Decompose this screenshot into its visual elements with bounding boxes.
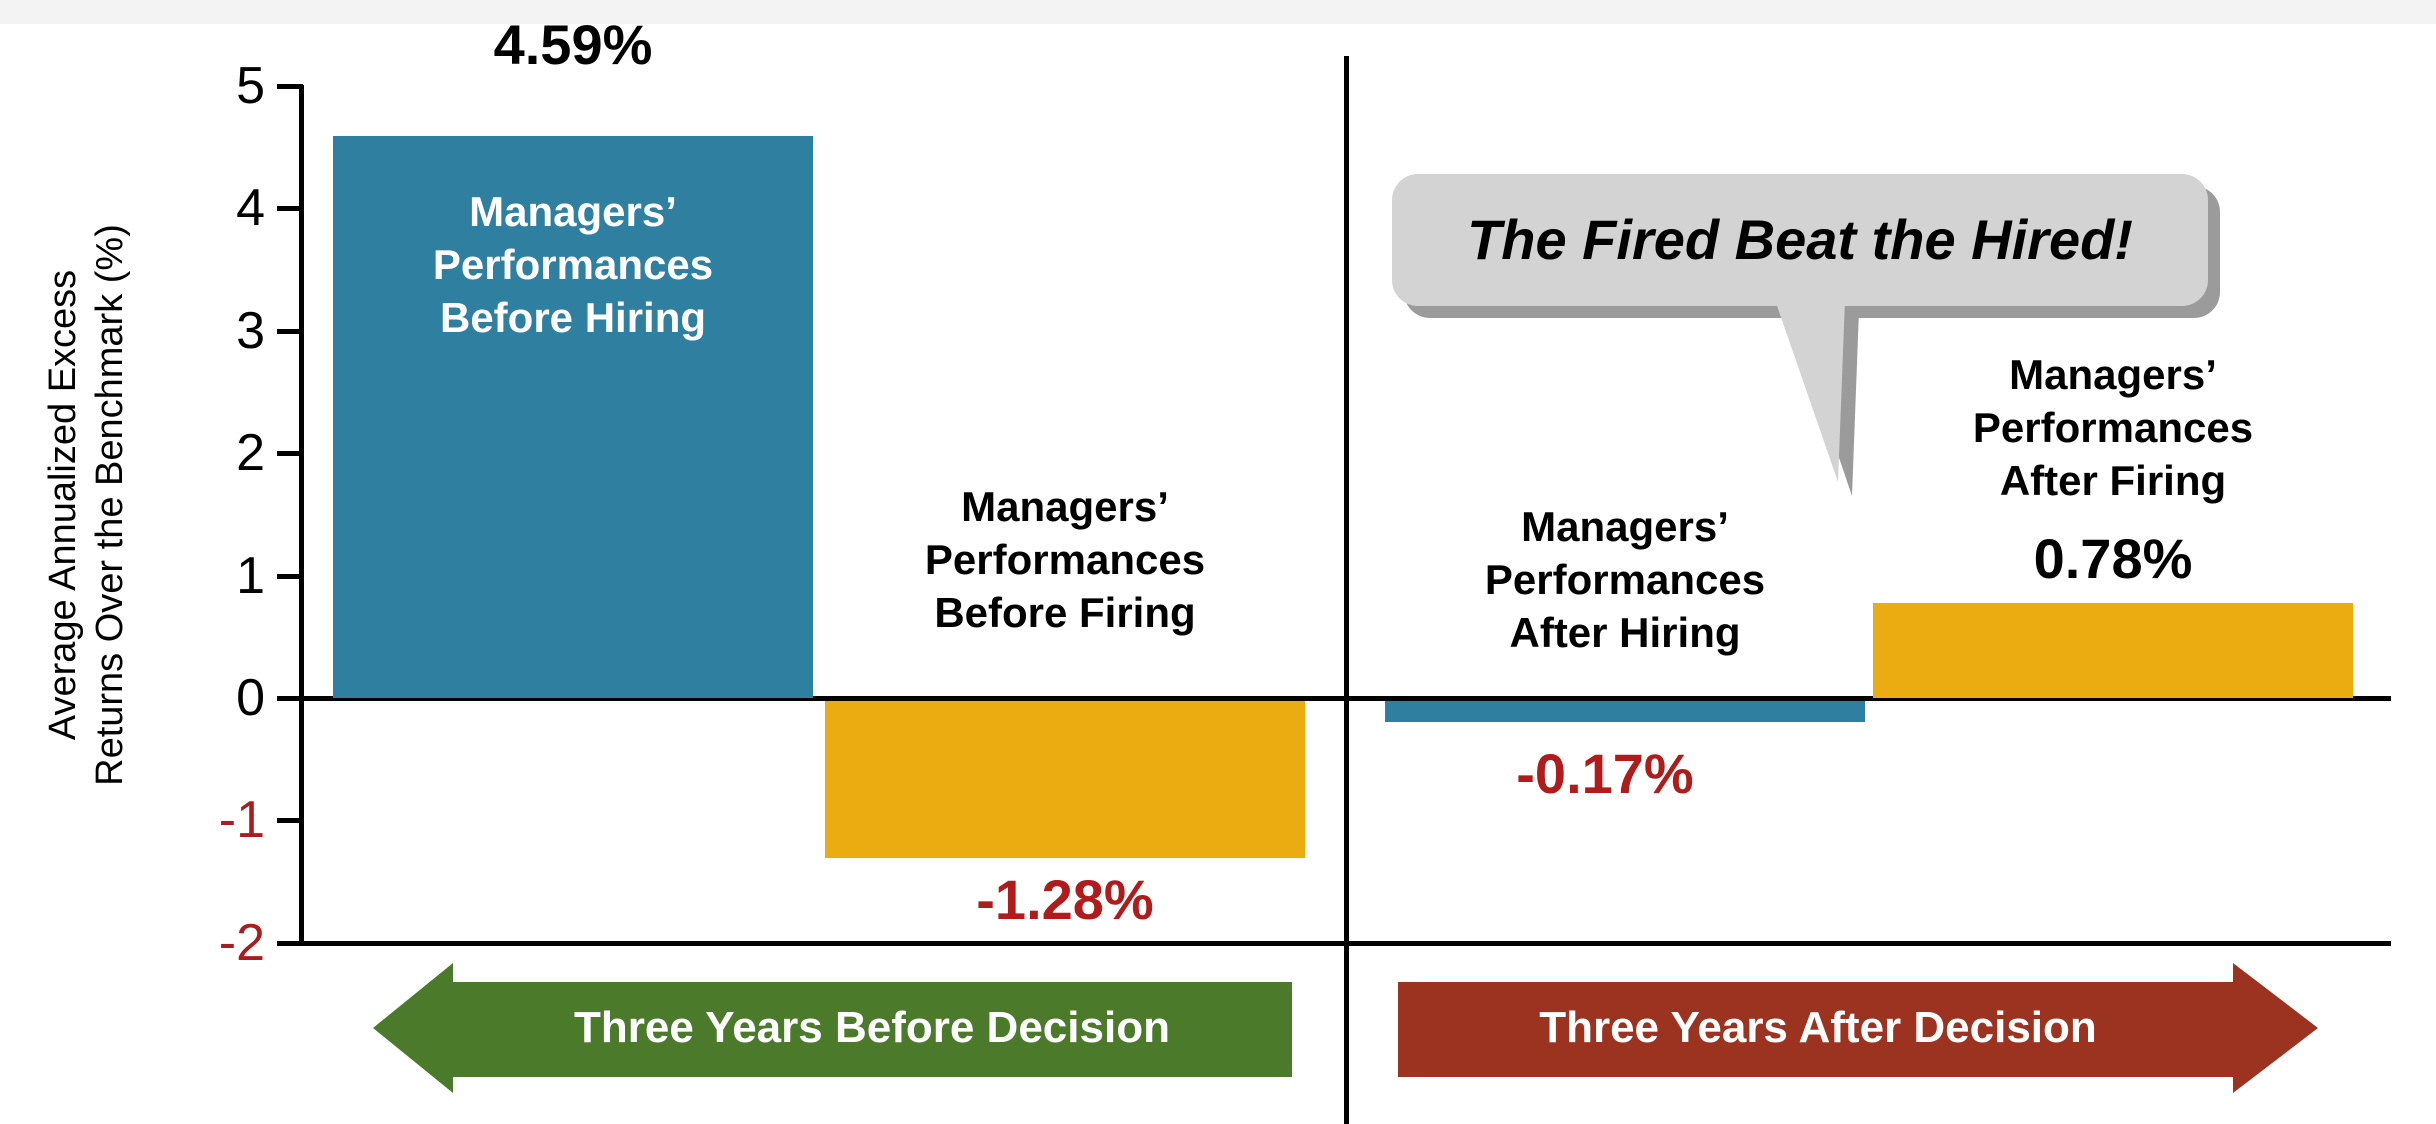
bar-after-hiring (1385, 701, 1865, 722)
bar-before-hiring (333, 136, 813, 698)
y-tick-label: 2 (236, 424, 265, 483)
section-label-after-decision: Three Years After Decision (1539, 1003, 2097, 1052)
callout-text: The Fired Beat the Hired! (1467, 208, 2133, 271)
y-tick-label: 3 (236, 301, 265, 360)
y-tick-label: -1 (218, 791, 265, 850)
bar-label-after-hiring: Managers’ Performances After Hiring (1484, 503, 1766, 656)
bar-value-before-firing: -1.28% (976, 868, 1154, 931)
y-tick-mark (277, 696, 303, 701)
y-axis-title-line1: Average Annualized Excess (42, 269, 84, 741)
y-tick-mark (277, 328, 303, 334)
y-tick-label: 0 (236, 669, 265, 727)
y-tick-label: 5 (236, 57, 265, 115)
callout-bubble: The Fired Beat the Hired! (1392, 174, 2208, 306)
bar-label-before-firing: Managers’ Performances Before Firing (924, 483, 1206, 636)
y-tick-mark (277, 206, 303, 212)
bar-value-after-firing: 0.78% (2033, 527, 2193, 590)
y-axis-title: Average Annualized Excess Returns Over t… (40, 55, 140, 955)
section-label-before-decision: Three Years Before Decision (574, 1003, 1170, 1052)
y-tick-mark (277, 818, 303, 824)
y-axis-line (299, 85, 304, 946)
top-edge-strip (0, 0, 2436, 24)
y-axis-title-line2: Returns Over the Benchmark (%) (89, 224, 131, 786)
after-decision-arrow (1398, 963, 2318, 1093)
y-tick-label: -2 (218, 913, 265, 972)
right-arrow-icon (1398, 963, 2318, 1093)
before-decision-arrow (373, 963, 1292, 1093)
callout-tail-shape (1775, 300, 1845, 482)
y-tick-label: 4 (236, 179, 265, 238)
y-tick-mark (277, 940, 303, 946)
bar-label-after-firing: Managers’ Performances After Firing (1972, 351, 2254, 504)
bar-after-firing (1873, 602, 2353, 698)
bar-value-before-hiring: 4.59% (493, 13, 653, 76)
bar-label-before-hiring: Managers’ Performances Before Hiring (432, 188, 714, 341)
left-arrow-icon (373, 963, 1292, 1093)
y-tick-mark (277, 84, 303, 89)
y-tick-label: 1 (236, 546, 265, 605)
section-divider-line (1344, 56, 1349, 1124)
y-tick-mark (277, 573, 303, 579)
bar-value-after-hiring: -0.17% (1516, 742, 1694, 805)
y-tick-mark (277, 451, 303, 457)
callout-bubble-tail (1775, 300, 1859, 496)
bar-before-firing (825, 701, 1305, 858)
